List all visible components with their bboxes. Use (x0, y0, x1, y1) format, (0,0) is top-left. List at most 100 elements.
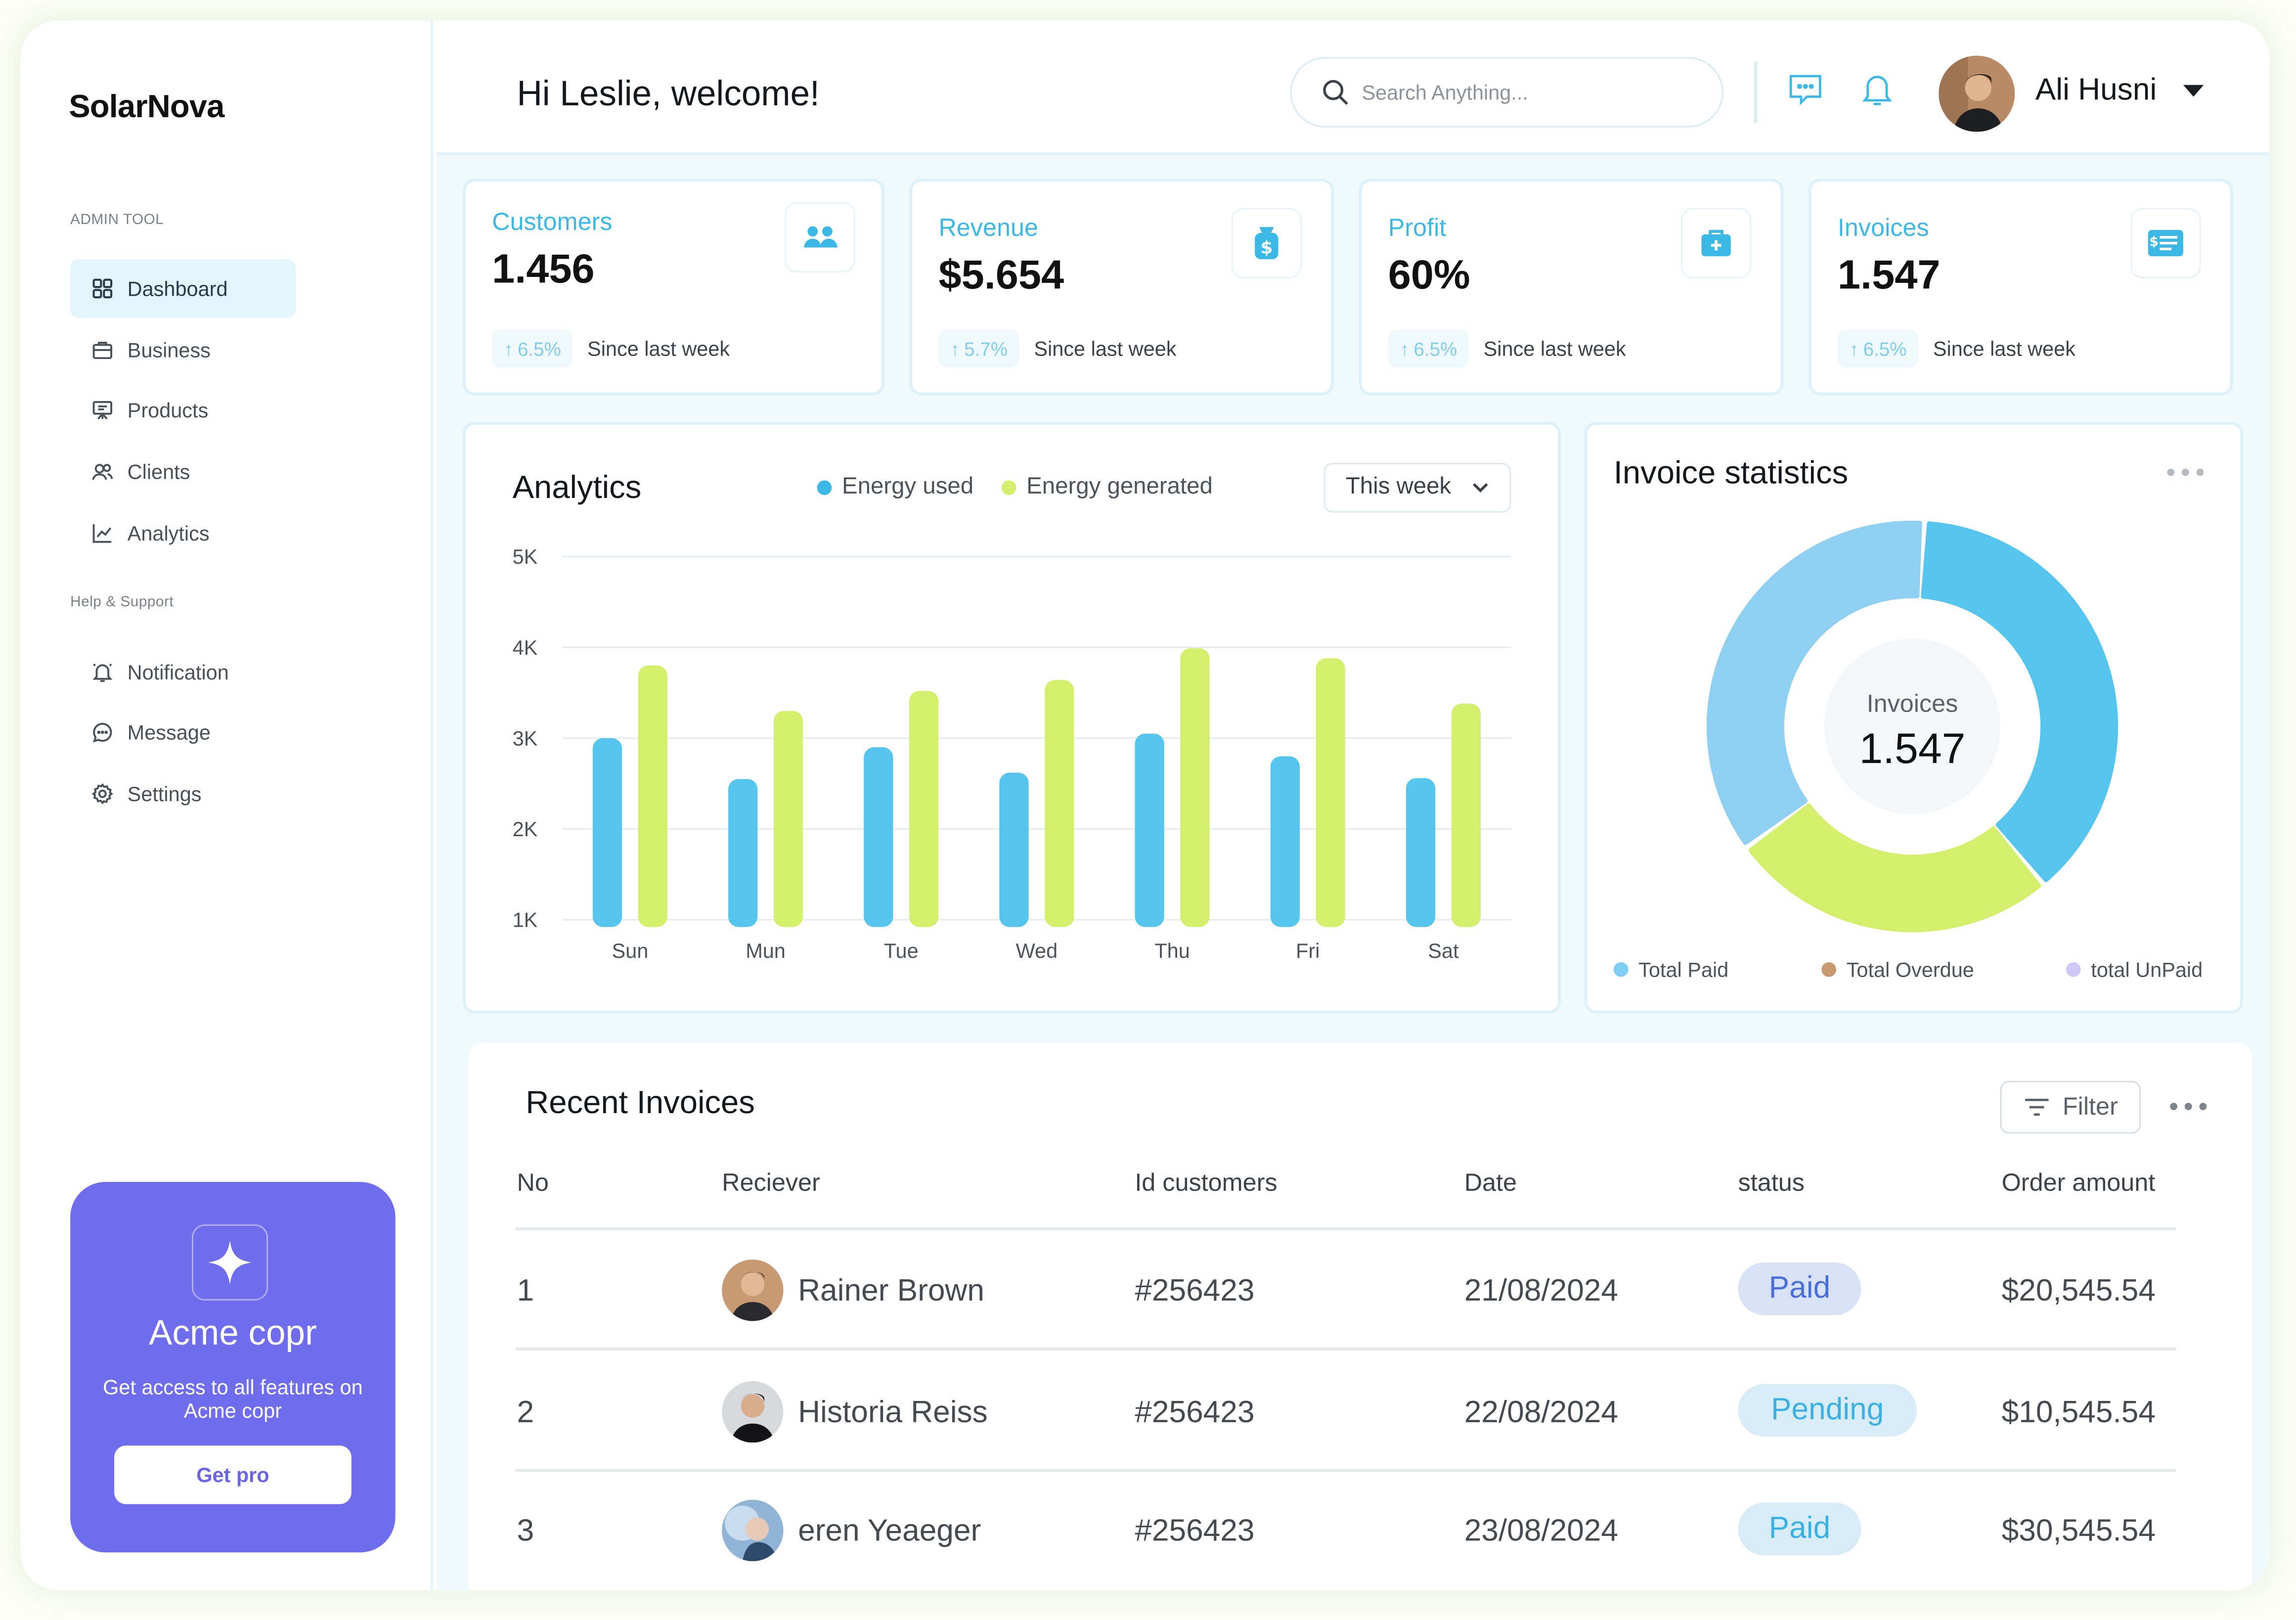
column-header-receiver[interactable]: Reciever (722, 1169, 820, 1197)
trend-since: Since last week (1483, 337, 1626, 360)
bar-energy-generated[interactable] (638, 665, 667, 927)
column-header-status[interactable]: status (1738, 1169, 1805, 1197)
stat-card-profit: Profit 60% ↑ 6.5% Since last week (1359, 179, 1784, 396)
bar-energy-generated[interactable] (1451, 703, 1481, 927)
y-tick-label: 1K (513, 908, 538, 932)
invoice-icon: $ (2130, 208, 2201, 278)
stat-label: Revenue (938, 214, 1039, 242)
sidebar-item-dashboard[interactable]: Dashboard (70, 259, 296, 318)
period-select[interactable]: This week (1324, 462, 1511, 513)
sidebar-item-settings[interactable]: Settings (70, 765, 296, 823)
stat-card-revenue: Revenue $5.654 $ ↑ 5.7% Since last week (909, 179, 1334, 396)
donut-chart: Invoices 1.547 (1706, 520, 2119, 933)
column-header-amount[interactable]: Order amount (2001, 1169, 2156, 1197)
sidebar-item-analytics[interactable]: Analytics (70, 504, 296, 562)
sidebar-item-products[interactable]: Products (70, 381, 296, 439)
bell-icon (92, 663, 113, 682)
notification-bell-icon[interactable] (1858, 70, 1896, 108)
cell-receiver: Historia Reiss (798, 1395, 988, 1430)
legend-dot (817, 480, 832, 495)
user-name[interactable]: Ali Husni (2035, 73, 2157, 107)
cell-amount: $30,545.54 (2001, 1514, 2156, 1548)
sidebar-item-message[interactable]: Message (70, 703, 296, 762)
bar-energy-used[interactable] (999, 772, 1029, 927)
cell-amount: $10,545.54 (2001, 1395, 2156, 1430)
trend-badge: ↑ 5.7% (938, 329, 1019, 368)
section-label-support: Help & Support (70, 594, 174, 611)
arrow-up-icon: ↑ (503, 337, 514, 360)
legend-total-unpaid: total UnPaid (2066, 958, 2203, 981)
column-header-id[interactable]: Id customers (1135, 1169, 1278, 1197)
y-tick-label: 5K (513, 545, 538, 568)
arrow-up-icon: ↑ (1849, 337, 1859, 360)
chat-icon[interactable] (1786, 70, 1824, 108)
user-avatar[interactable] (1939, 55, 2015, 132)
divider (515, 1469, 2176, 1472)
sidebar: SolarNova ADMIN TOOL Dashboard Business … (20, 20, 434, 1591)
stat-trend: ↑ 5.7% Since last week (938, 329, 1176, 368)
top-bar: Hi Leslie, welcome! Ali Husni (436, 20, 2270, 155)
cell-amount: $20,545.54 (2001, 1274, 2156, 1308)
arrow-up-icon: ↑ (1400, 337, 1410, 360)
bar-energy-generated[interactable] (909, 691, 939, 927)
trend-since: Since last week (1933, 337, 2075, 360)
search-input[interactable] (1362, 80, 1699, 104)
app-logo[interactable]: SolarNova (69, 88, 224, 125)
more-options-icon[interactable] (2167, 468, 2204, 476)
recent-invoices-title: Recent Invoices (526, 1083, 755, 1121)
trend-value: 5.7% (964, 337, 1008, 360)
svg-text:$: $ (1261, 237, 1273, 258)
avatar (722, 1260, 784, 1321)
status-badge: Pending (1738, 1384, 1917, 1437)
chevron-down-icon[interactable] (2183, 85, 2204, 97)
donut-segment-overdue[interactable] (1748, 803, 2041, 933)
bar-energy-generated[interactable] (1316, 658, 1345, 927)
get-pro-button[interactable]: Get pro (114, 1445, 352, 1504)
stat-value: 1.547 (1837, 252, 1941, 298)
more-options-icon[interactable] (2170, 1103, 2207, 1110)
cell-id: #256423 (1135, 1274, 1255, 1308)
legend-dot (1613, 962, 1629, 977)
search-box[interactable] (1290, 57, 1723, 128)
column-header-date[interactable]: Date (1464, 1169, 1517, 1197)
bar-energy-generated[interactable] (773, 711, 803, 927)
main-content: Hi Leslie, welcome! Ali Husni Customers … (436, 20, 2270, 1591)
cell-no: 3 (517, 1514, 534, 1548)
money-bag-icon: $ (1231, 208, 1302, 278)
legend-energy-generated: Energy generated (1001, 475, 1213, 501)
stat-trend: ↑ 6.5% Since last week (492, 329, 730, 368)
invoice-statistics-panel: Invoice statistics Invoices 1.547 Total P… (1584, 421, 2244, 1014)
donut-segment-paid[interactable] (1921, 521, 2119, 882)
stat-value: $5.654 (938, 252, 1064, 298)
invoice-stats-title: Invoice statistics (1613, 454, 1849, 491)
stat-value: 1.456 (492, 246, 595, 292)
bar-energy-used[interactable] (1135, 733, 1164, 927)
sidebar-item-clients[interactable]: Clients (70, 442, 296, 500)
sidebar-item-notification[interactable]: Notification (70, 643, 296, 701)
legend-label: Total Paid (1638, 957, 1729, 982)
bar-energy-generated[interactable] (1045, 680, 1074, 927)
cell-receiver: Rainer Brown (798, 1274, 984, 1308)
sidebar-item-label: Notification (127, 660, 229, 684)
sidebar-item-business[interactable]: Business (70, 321, 296, 379)
donut-center-value: 1.547 (1859, 725, 1966, 772)
cell-id: #256423 (1135, 1514, 1255, 1548)
promo-title: Acme copr (149, 1313, 317, 1353)
bar-energy-used[interactable] (1270, 756, 1300, 927)
stat-card-customers: Customers 1.456 ↑ 6.5% Since last week (462, 179, 884, 396)
bar-energy-used[interactable] (864, 747, 893, 927)
avatar (722, 1381, 784, 1443)
x-tick-label: Mun (746, 939, 786, 962)
bar-energy-generated[interactable] (1180, 648, 1210, 927)
promo-card: Acme copr Get access to all features on … (70, 1182, 396, 1553)
column-header-no[interactable]: No (517, 1169, 549, 1197)
easel-icon (92, 401, 113, 420)
bar-energy-used[interactable] (1406, 778, 1436, 927)
bar-energy-used[interactable] (592, 738, 622, 927)
briefcase-icon (92, 342, 113, 360)
trend-value: 6.5% (517, 337, 561, 360)
filter-button[interactable]: Filter (2000, 1080, 2141, 1134)
donut-segment-unpaid[interactable] (1706, 520, 1922, 845)
bar-energy-used[interactable] (728, 779, 758, 927)
legend-total-paid: Total Paid (1613, 957, 1729, 982)
